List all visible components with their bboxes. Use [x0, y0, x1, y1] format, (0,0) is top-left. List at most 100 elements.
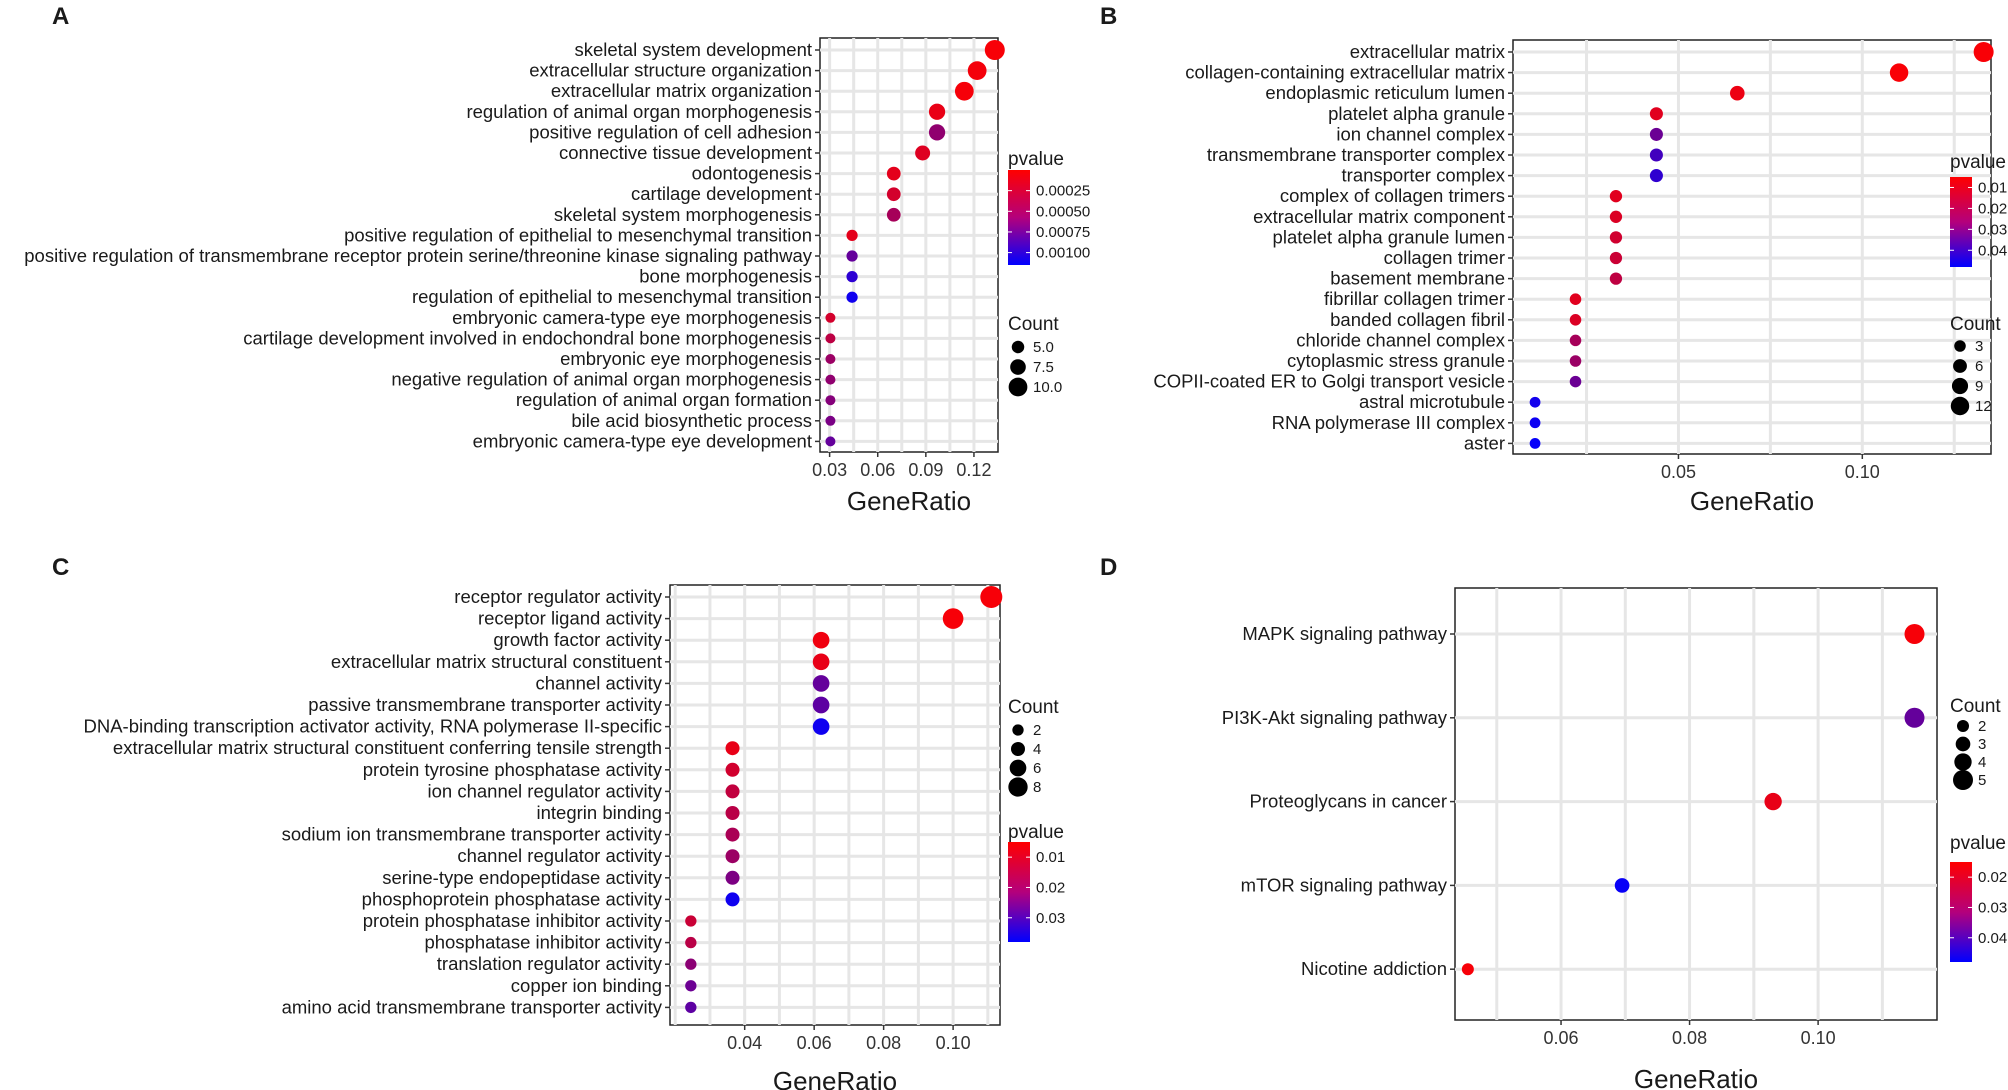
pvalue-legend-tick: 0.01 [1978, 179, 2007, 196]
data-point [942, 608, 964, 629]
pvalue-legend-tick: 0.03 [1978, 221, 2007, 238]
data-point [812, 653, 830, 671]
data-point [886, 187, 901, 202]
term-label: receptor regulator activity [454, 586, 662, 607]
data-point [886, 166, 901, 181]
count-legend-label: 2 [1033, 722, 1041, 739]
pvalue-legend-title: pvalue [1008, 149, 1064, 170]
term-label: sodium ion transmembrane transporter act… [282, 824, 663, 845]
term-label: complex of collagen trimers [1280, 185, 1505, 206]
count-legend-dot [1011, 340, 1025, 354]
pvalue-colorbar [1008, 170, 1030, 265]
data-point [825, 415, 836, 426]
panel-letter: A [52, 3, 69, 30]
data-point [1729, 85, 1745, 101]
pvalue-legend-tick: 0.00025 [1036, 183, 1090, 200]
count-legend-label: 3 [1975, 338, 1983, 355]
plot-area [669, 584, 1001, 1026]
data-point [886, 207, 901, 222]
term-label: channel activity [536, 672, 663, 693]
x-axis-label: GeneRatio [773, 1066, 897, 1090]
plot-area [1512, 39, 1992, 455]
data-point [846, 250, 858, 262]
data-point [812, 631, 830, 649]
term-label: extracellular matrix structural constitu… [113, 737, 662, 758]
term-label: embryonic eye morphogenesis [560, 348, 812, 369]
term-label: COPII-coated ER to Golgi transport vesic… [1153, 371, 1505, 392]
term-label: cytoplasmic stress granule [1287, 350, 1505, 371]
count-legend-dot [1953, 359, 1967, 373]
term-label: negative regulation of animal organ morp… [391, 369, 812, 390]
data-point [1614, 878, 1630, 893]
term-label: PI3K-Akt signaling pathway [1222, 707, 1448, 728]
data-point [984, 40, 1005, 60]
count-legend-dot [1957, 720, 1969, 732]
count-legend-label: 3 [1978, 736, 1986, 753]
term-label: positive regulation of cell adhesion [529, 121, 812, 142]
x-tick-label: 0.06 [860, 460, 895, 480]
term-label: astral microtubule [1359, 391, 1505, 412]
pvalue-colorbar [1950, 177, 1972, 267]
term-label: collagen-containing extracellular matrix [1185, 62, 1506, 83]
data-point [1529, 417, 1541, 429]
data-point [825, 374, 836, 385]
term-label: mTOR signaling pathway [1241, 874, 1448, 895]
term-label: extracellular matrix organization [551, 80, 812, 101]
term-label: regulation of animal organ formation [516, 389, 812, 410]
data-point [825, 312, 836, 323]
data-point [846, 270, 858, 283]
data-point [915, 145, 931, 161]
pvalue-legend-tick: 0.02 [1978, 869, 2007, 886]
term-label: amino acid transmembrane transporter act… [282, 996, 663, 1017]
term-label: copper ion binding [511, 975, 662, 996]
data-point [685, 958, 697, 970]
data-point [1569, 355, 1582, 367]
panel-c: C 0.04 0.06 0.08 0.10 GeneRatio receptor regul… [52, 554, 1065, 1090]
data-point [1569, 375, 1582, 388]
x-axis-label: GeneRatio [1690, 486, 1814, 516]
data-point [1609, 210, 1623, 223]
data-point [1649, 148, 1663, 162]
term-label: protein phosphatase inhibitor activity [363, 910, 663, 931]
plot-area [1454, 587, 1938, 1021]
term-label: positive regulation of transmembrane rec… [24, 245, 812, 266]
data-point [1649, 107, 1663, 121]
term-label: embryonic camera-type eye development [473, 430, 812, 451]
pvalue-legend-tick: 0.00075 [1036, 224, 1090, 241]
data-point [1973, 42, 1994, 62]
count-legend-dot [1008, 377, 1028, 397]
term-label: collagen trimer [1384, 247, 1505, 268]
data-point [1889, 63, 1909, 82]
term-label: extracellular matrix component [1253, 206, 1505, 227]
term-label: serine-type endopeptidase activity [382, 867, 662, 888]
data-point [825, 395, 836, 406]
term-label: platelet alpha granule lumen [1273, 226, 1505, 247]
plot-area [819, 37, 999, 453]
term-label: DNA-binding transcription activator acti… [83, 716, 662, 737]
x-tick-label: 0.08 [1672, 1028, 1707, 1048]
x-axis-label: GeneRatio [847, 486, 971, 516]
term-label: bile acid biosynthetic process [571, 410, 812, 431]
term-label: cartilage development [631, 183, 812, 204]
count-legend-title: Count [1950, 314, 2001, 335]
data-point [1609, 272, 1623, 285]
x-tick-label: 0.08 [866, 1033, 901, 1053]
count-legend-dot [1951, 377, 1969, 395]
term-label: bone morphogenesis [639, 266, 812, 287]
pvalue-legend-title: pvalue [1008, 822, 1064, 843]
term-label: positive regulation of epithelial to mes… [344, 224, 812, 245]
term-label: extracellular matrix structural constitu… [331, 651, 662, 672]
data-point [1609, 251, 1623, 265]
data-point [685, 980, 697, 992]
term-label: growth factor activity [493, 629, 662, 650]
pvalue-legend-tick: 0.02 [1978, 200, 2007, 217]
count-legend-label: 6 [1975, 358, 1983, 375]
data-point [725, 762, 740, 777]
pvalue-colorbar [1008, 842, 1030, 942]
count-legend-dot [1954, 753, 1972, 771]
x-tick-label: 0.10 [1801, 1028, 1836, 1048]
data-point [725, 741, 740, 756]
data-point [1609, 231, 1623, 244]
data-point [1904, 707, 1925, 728]
